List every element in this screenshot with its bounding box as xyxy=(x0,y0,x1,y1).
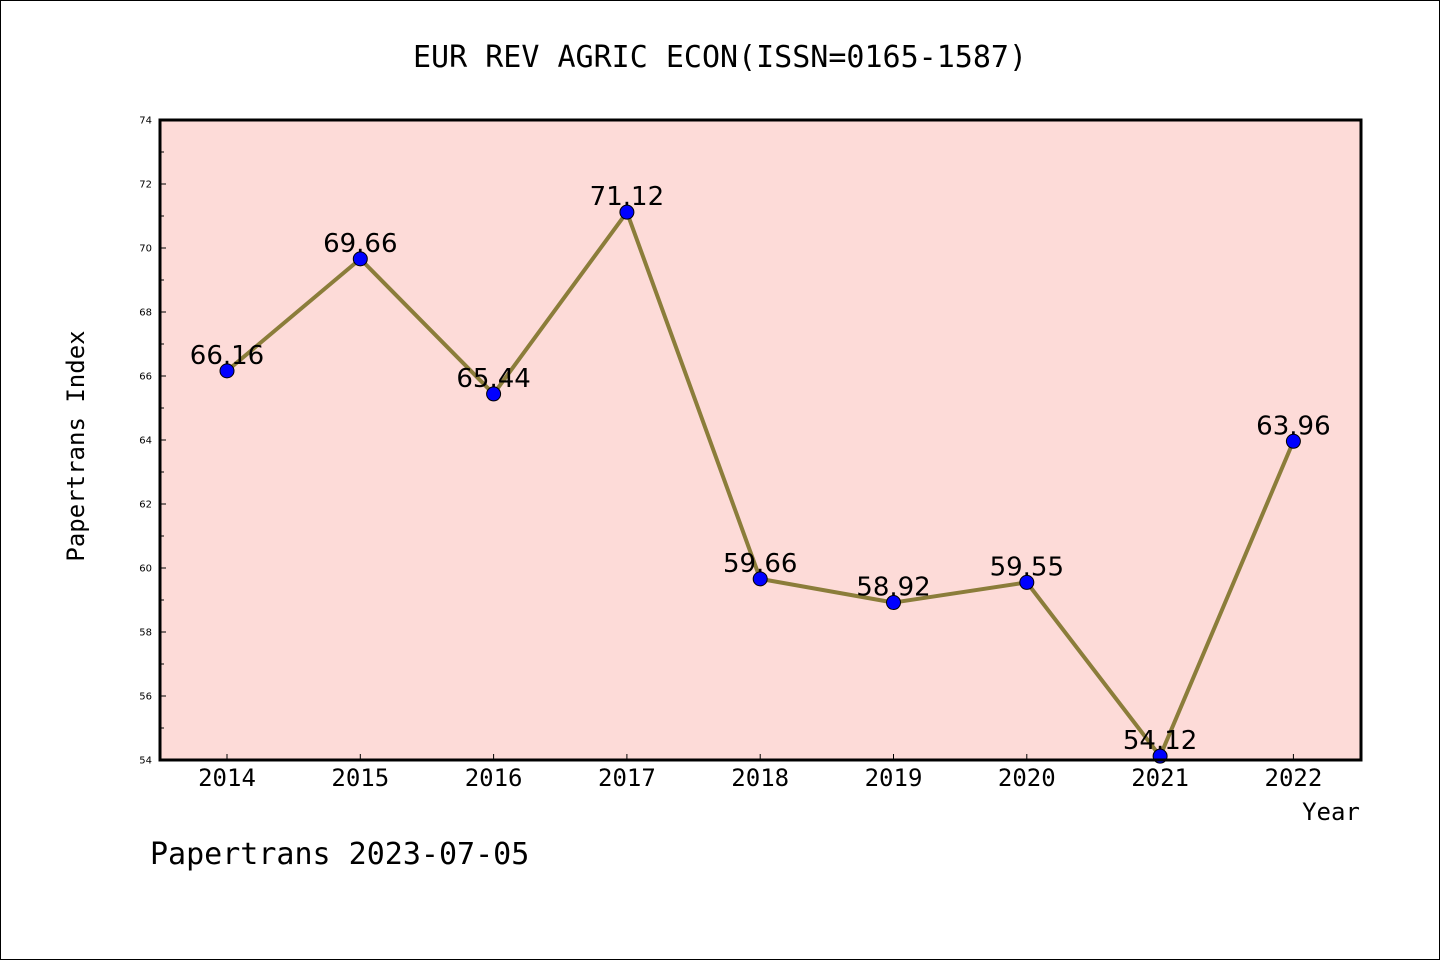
y-tick-label: 62 xyxy=(139,500,152,511)
footer-stamp: Papertrans 2023-07-05 xyxy=(150,837,529,872)
plot-area xyxy=(160,120,1361,760)
x-tick-label: 2022 xyxy=(1265,764,1323,792)
y-tick-label: 56 xyxy=(139,692,152,703)
data-label: 69.66 xyxy=(323,229,397,259)
x-tick-label: 2016 xyxy=(465,764,523,792)
x-tick-label: 2017 xyxy=(598,764,656,792)
x-tick-label: 2021 xyxy=(1131,764,1189,792)
data-label: 63.96 xyxy=(1256,411,1330,441)
plot-border xyxy=(158,118,1363,762)
data-point xyxy=(352,251,368,267)
data-label: 58.92 xyxy=(856,573,930,603)
data-label: 59.55 xyxy=(990,552,1064,582)
data-point xyxy=(1285,433,1301,449)
x-tick-label: 2018 xyxy=(731,764,789,792)
x-tick-label: 2014 xyxy=(198,764,256,792)
y-tick-label: 60 xyxy=(139,564,152,575)
data-label: 66.16 xyxy=(190,341,264,371)
chart-title: EUR REV AGRIC ECON(ISSN=0165-1587) xyxy=(413,40,1027,75)
x-tick-label: 2019 xyxy=(865,764,923,792)
y-tick-label: 74 xyxy=(139,116,152,127)
data-label: 59.66 xyxy=(723,549,797,579)
y-tick-label: 66 xyxy=(139,372,152,383)
x-tick-label: 2015 xyxy=(331,764,389,792)
y-tick-label: 58 xyxy=(139,628,152,639)
data-point xyxy=(1019,574,1035,590)
y-axis-ticks: 54 56 58 60 62 64 66 68 70 72 74 xyxy=(139,116,166,767)
data-label-layer: 66.16 69.66 65.44 71.12 59.66 58.92 59.55 54.12… xyxy=(190,182,1331,756)
y-tick-label: 72 xyxy=(139,180,152,191)
data-point xyxy=(886,595,901,611)
data-point xyxy=(619,204,635,220)
y-tick-label: 68 xyxy=(139,308,152,319)
data-label: 65.44 xyxy=(456,364,530,394)
y-tick-label: 64 xyxy=(139,436,152,447)
x-axis-label: Year xyxy=(1302,798,1360,826)
data-point xyxy=(752,571,768,587)
data-point xyxy=(486,386,502,402)
data-point xyxy=(219,363,235,379)
x-tick-label: 2020 xyxy=(998,764,1056,792)
data-label: 54.12 xyxy=(1123,726,1197,756)
y-tick-label: 54 xyxy=(139,756,152,767)
data-label: 71.12 xyxy=(590,182,664,212)
y-tick-label: 70 xyxy=(139,244,152,255)
x-axis-ticks: 2014 2015 2016 2017 2018 2019 2020 2021 2022 xyxy=(198,754,1322,792)
y-axis-label: Papertrans Index xyxy=(62,330,90,561)
